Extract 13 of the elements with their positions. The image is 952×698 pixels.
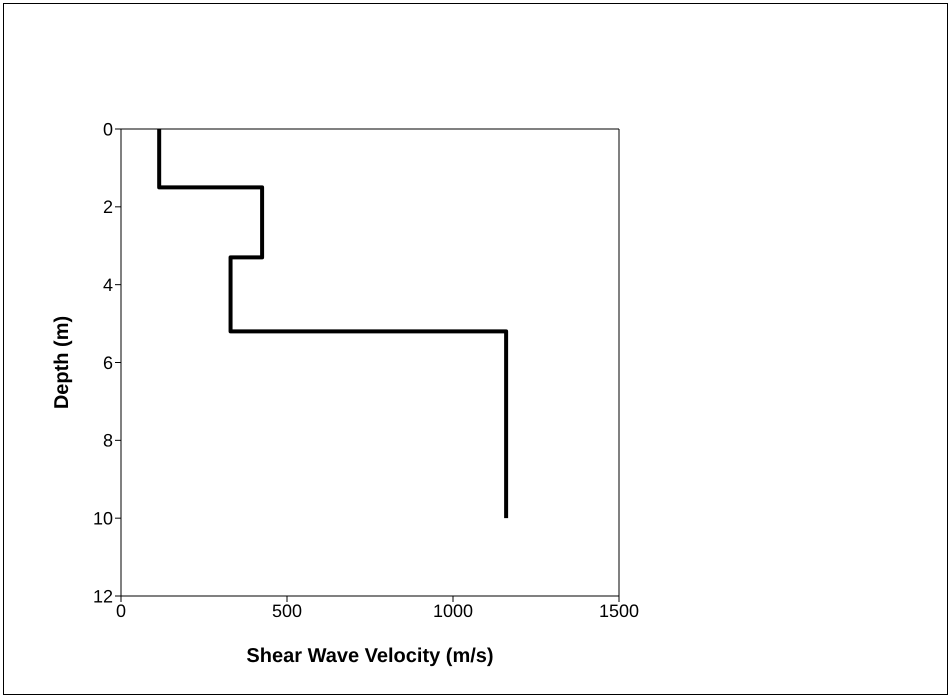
x-tick-label: 1500 xyxy=(598,600,640,621)
y-tick-label: 10 xyxy=(92,508,113,529)
y-tick-label: 12 xyxy=(92,586,113,606)
x-tick-label: 1000 xyxy=(432,600,474,621)
y-tick-label: 8 xyxy=(102,430,113,451)
y-tick-label: 0 xyxy=(102,119,113,140)
x-tick-label: 500 xyxy=(272,600,302,621)
y-tick-label: 6 xyxy=(102,352,113,373)
x-axis-title: Shear Wave Velocity (m/s) xyxy=(246,645,494,667)
y-tick-label: 4 xyxy=(102,275,113,296)
y-axis-title: Depth (m) xyxy=(51,316,74,410)
y-tick-label: 2 xyxy=(102,197,113,218)
x-tick-label: 0 xyxy=(116,600,126,621)
